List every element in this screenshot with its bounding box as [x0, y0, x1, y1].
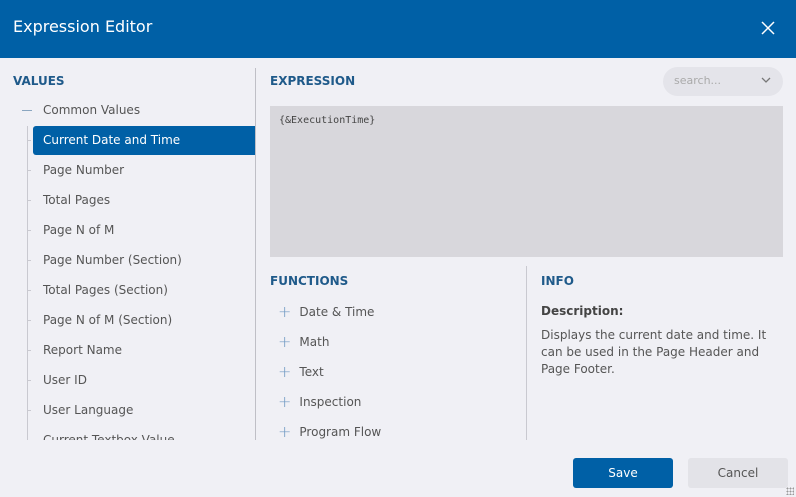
tree-line: [27, 126, 28, 440]
chevron-down-icon[interactable]: [761, 76, 771, 84]
function-category[interactable]: + Math: [278, 332, 329, 351]
function-category[interactable]: + Program Flow: [278, 422, 381, 441]
tree-item[interactable]: Current Date and Time: [27, 126, 255, 155]
info-heading: INFO: [541, 274, 574, 288]
expand-plus-icon[interactable]: +: [278, 332, 292, 351]
values-tree: Common Values Current Date and Time Page …: [0, 68, 256, 440]
tree-group-common-values[interactable]: Common Values: [22, 103, 140, 117]
tree-item[interactable]: Report Name: [27, 336, 255, 365]
divider: [526, 266, 527, 440]
expand-plus-icon[interactable]: +: [278, 362, 292, 381]
search-input[interactable]: search...: [663, 67, 783, 96]
expression-heading: EXPRESSION: [270, 74, 356, 88]
expand-plus-icon[interactable]: +: [278, 422, 292, 441]
tree-item[interactable]: User ID: [27, 366, 255, 395]
collapse-icon[interactable]: [22, 110, 32, 111]
tree-item[interactable]: Total Pages (Section): [27, 276, 255, 305]
resize-grip-icon[interactable]: [786, 487, 794, 495]
tree-item[interactable]: Page Number: [27, 156, 255, 185]
description-label: Description:: [541, 304, 624, 318]
dialog-title: Expression Editor: [13, 17, 153, 36]
close-icon[interactable]: [758, 18, 778, 38]
cancel-button[interactable]: Cancel: [688, 458, 788, 488]
expand-plus-icon[interactable]: +: [278, 392, 292, 411]
tree-item[interactable]: Total Pages: [27, 186, 255, 215]
tree-item[interactable]: Page Number (Section): [27, 246, 255, 275]
expression-textarea[interactable]: {&ExecutionTime}: [270, 106, 783, 257]
function-label: Date & Time: [299, 305, 375, 319]
search-placeholder: search...: [674, 74, 722, 87]
tree-item[interactable]: Page N of M (Section): [27, 306, 255, 335]
dialog-header: Expression Editor: [0, 0, 796, 58]
tree-item[interactable]: Page N of M: [27, 216, 255, 245]
function-label: Inspection: [299, 395, 362, 409]
tree-item[interactable]: Current Textbox Value: [33, 426, 255, 440]
description-text: Displays the current date and time. It c…: [541, 328, 767, 376]
function-label: Math: [299, 335, 330, 349]
function-label: Program Flow: [299, 425, 382, 439]
function-category[interactable]: + Text: [278, 362, 324, 381]
functions-heading: FUNCTIONS: [270, 274, 349, 288]
function-category[interactable]: + Inspection: [278, 392, 361, 411]
tree-item[interactable]: User Language: [27, 396, 255, 425]
values-heading: VALUES: [13, 74, 65, 88]
group-label: Common Values: [43, 103, 141, 117]
expand-plus-icon[interactable]: +: [278, 302, 292, 321]
save-button[interactable]: Save: [573, 458, 673, 488]
function-label: Text: [299, 365, 324, 379]
function-category[interactable]: + Date & Time: [278, 302, 374, 321]
